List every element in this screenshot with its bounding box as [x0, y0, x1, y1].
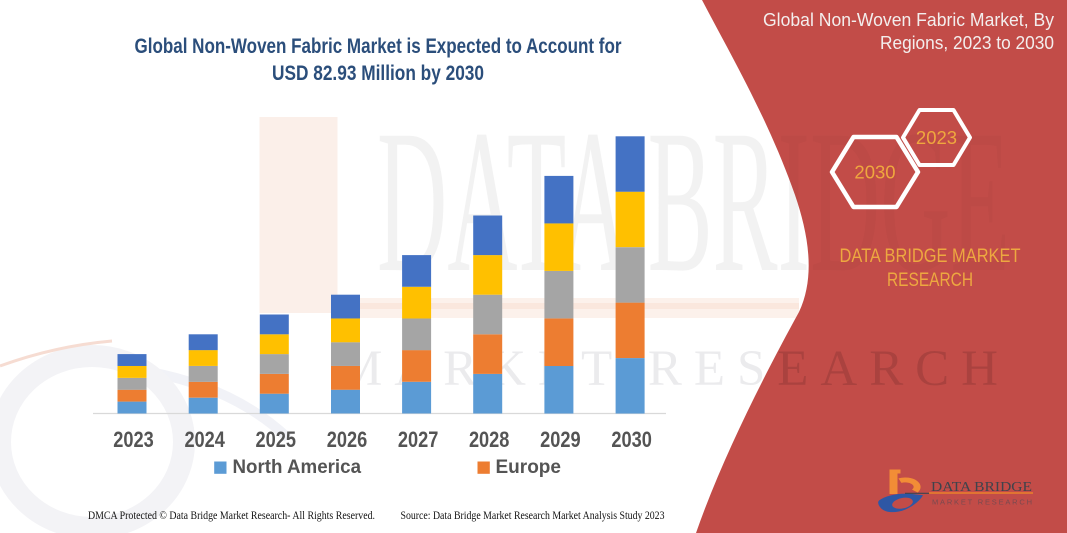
svg-text:2023: 2023: [113, 427, 154, 452]
svg-text:2030: 2030: [611, 427, 652, 452]
svg-text:Source: Data Bridge Market Res: Source: Data Bridge Market Research Mark…: [401, 508, 665, 522]
svg-text:2025: 2025: [256, 427, 297, 452]
svg-text:Global Non-Woven Fabric Market: Global Non-Woven Fabric Market, By: [763, 9, 1055, 30]
svg-text:DATA BRIDGE: DATA BRIDGE: [931, 480, 1032, 495]
svg-text:Global Non-Woven Fabric Market: Global Non-Woven Fabric Market is Expect…: [135, 35, 622, 58]
svg-text:2026: 2026: [327, 427, 368, 452]
svg-text:2027: 2027: [398, 427, 439, 452]
svg-text:DATA BRIDGE MARKET: DATA BRIDGE MARKET: [840, 246, 1021, 267]
svg-text:2030: 2030: [854, 162, 895, 183]
svg-text:2023: 2023: [916, 127, 957, 148]
svg-text:MARKET RESEARCH: MARKET RESEARCH: [932, 498, 1034, 507]
svg-text:2024: 2024: [184, 427, 225, 452]
svg-text:Europe: Europe: [496, 457, 562, 478]
svg-text:DMCA Protected © Data Bridge M: DMCA Protected © Data Bridge Market Rese…: [88, 508, 375, 522]
svg-text:2028: 2028: [469, 427, 510, 452]
svg-text:2029: 2029: [540, 427, 581, 452]
svg-text:RESEARCH: RESEARCH: [887, 270, 973, 291]
svg-text:North America: North America: [233, 457, 362, 478]
svg-text:USD 82.93 Million by 2030: USD 82.93 Million by 2030: [272, 62, 484, 85]
svg-text:Regions, 2023 to 2030: Regions, 2023 to 2030: [880, 32, 1054, 53]
